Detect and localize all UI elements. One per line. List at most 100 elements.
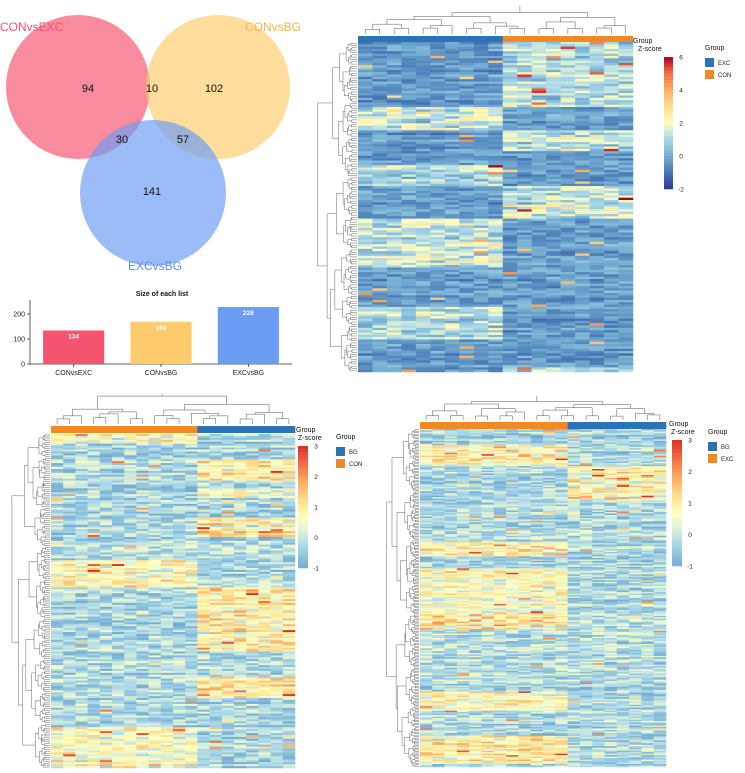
heatmap-cell: [589, 169, 605, 173]
heatmap-cell: [575, 306, 590, 310]
heatmap-cell: [386, 144, 402, 147]
heatmap-cell: [430, 223, 446, 226]
heatmap-cell: [209, 546, 223, 549]
heatmap-cell: [197, 558, 210, 561]
heatmap-cell: [618, 123, 634, 126]
heatmap-cell: [560, 218, 576, 222]
heatmap-cell: [459, 72, 475, 75]
heatmap-cell: [415, 258, 431, 261]
heatmap-cell: [75, 632, 88, 635]
heatmap-cell: [112, 560, 125, 563]
heatmap-cell: [546, 234, 561, 238]
heatmap-cell: [415, 95, 431, 99]
heatmap-cell: [372, 302, 388, 305]
heatmap-cell: [386, 74, 402, 78]
heatmap-cell: [459, 269, 475, 273]
heatmap-cell: [282, 548, 296, 551]
heatmap-cell: [560, 334, 576, 338]
heatmap-cell: [502, 323, 518, 326]
heatmap-cell: [209, 628, 223, 631]
heatmap-cell: [358, 288, 373, 291]
heatmap-cell: [51, 534, 64, 538]
heatmap-cell: [560, 55, 576, 59]
heatmap-cell: [75, 628, 88, 631]
heatmap-cell: [502, 295, 518, 298]
heatmap-cell: [197, 453, 210, 456]
heatmap-cell: [401, 118, 417, 122]
heatmap-cell: [234, 606, 247, 610]
heatmap-cell: [75, 472, 88, 476]
heatmap-cell: [488, 281, 503, 284]
heatmap-cell: [246, 579, 259, 582]
colorbar-segment: [664, 90, 673, 94]
heatmap-cell: [51, 501, 64, 505]
heatmap-cell: [136, 536, 149, 540]
heatmap-cell: [51, 620, 64, 623]
heatmap-cell: [589, 311, 605, 315]
heatmap-cell: [270, 564, 284, 567]
heatmap-cell: [258, 496, 271, 499]
heatmap-cell: [415, 351, 431, 354]
heatmap-cell: [473, 323, 489, 326]
heatmap-cell: [270, 478, 284, 481]
heatmap-cell: [372, 337, 388, 340]
heatmap-cell: [197, 554, 210, 557]
heatmap-cell: [246, 501, 259, 505]
heatmap-cell: [282, 507, 296, 510]
heatmap-cell: [358, 332, 373, 336]
heatmap-cell: [75, 488, 88, 491]
row-dendrogram-branch: [347, 44, 351, 51]
heatmap-cell: [234, 527, 247, 530]
heatmap-cell: [401, 44, 417, 47]
heatmap-cell: [502, 316, 518, 319]
heatmap-cell: [575, 320, 590, 324]
heatmap-cell: [75, 573, 88, 577]
heatmap-cell: [112, 501, 125, 505]
heatmap-cell: [234, 608, 247, 611]
heatmap-cell: [604, 227, 619, 231]
heatmap-cell: [401, 272, 417, 275]
heatmap-cell: [386, 286, 402, 289]
heatmap-cell: [246, 505, 259, 509]
heatmap-cell: [209, 569, 223, 573]
heatmap-cell: [246, 604, 259, 608]
heatmap-cell: [221, 581, 235, 584]
heatmap-cell: [75, 569, 88, 573]
heatmap-cell: [185, 589, 198, 592]
heatmap-cell: [415, 302, 431, 305]
heatmap-cell: [63, 616, 76, 619]
heatmap-cell: [560, 346, 576, 350]
heatmap-cell: [531, 111, 547, 115]
heatmap-cell: [415, 48, 431, 52]
heatmap-cell: [517, 213, 532, 217]
heatmap-cell: [209, 534, 223, 538]
heatmap-cell: [148, 622, 162, 625]
heatmap-cell: [575, 111, 590, 115]
heatmap-cell: [401, 290, 417, 294]
heatmap-cell: [197, 624, 210, 627]
heatmap-cell: [560, 369, 576, 373]
colorbar-segment: [664, 103, 673, 107]
heatmap-cell: [589, 141, 605, 145]
heatmap-cell: [430, 69, 446, 73]
heatmap-cell: [430, 195, 446, 198]
heatmap-cell: [502, 286, 518, 289]
heatmap-cell: [589, 213, 605, 217]
heatmap-cell: [415, 304, 431, 308]
heatmap-cell: [386, 353, 402, 356]
heatmap-cell: [618, 262, 634, 266]
heatmap-cell: [430, 344, 446, 347]
colorbar-segment: [664, 119, 673, 124]
heatmap-cell: [502, 144, 518, 147]
heatmap-cell: [173, 501, 186, 505]
heatmap-cell: [415, 111, 431, 115]
row-dendrogram-branch: [349, 169, 357, 174]
heatmap-cell: [185, 597, 198, 600]
colorbar-segment: [664, 172, 673, 177]
heatmap-cell: [221, 573, 235, 577]
heatmap-cell: [459, 202, 475, 205]
heatmap-cell: [124, 626, 137, 629]
heatmap-cell: [473, 76, 489, 80]
heatmap-cell: [604, 67, 619, 71]
heatmap-cell: [63, 488, 76, 491]
